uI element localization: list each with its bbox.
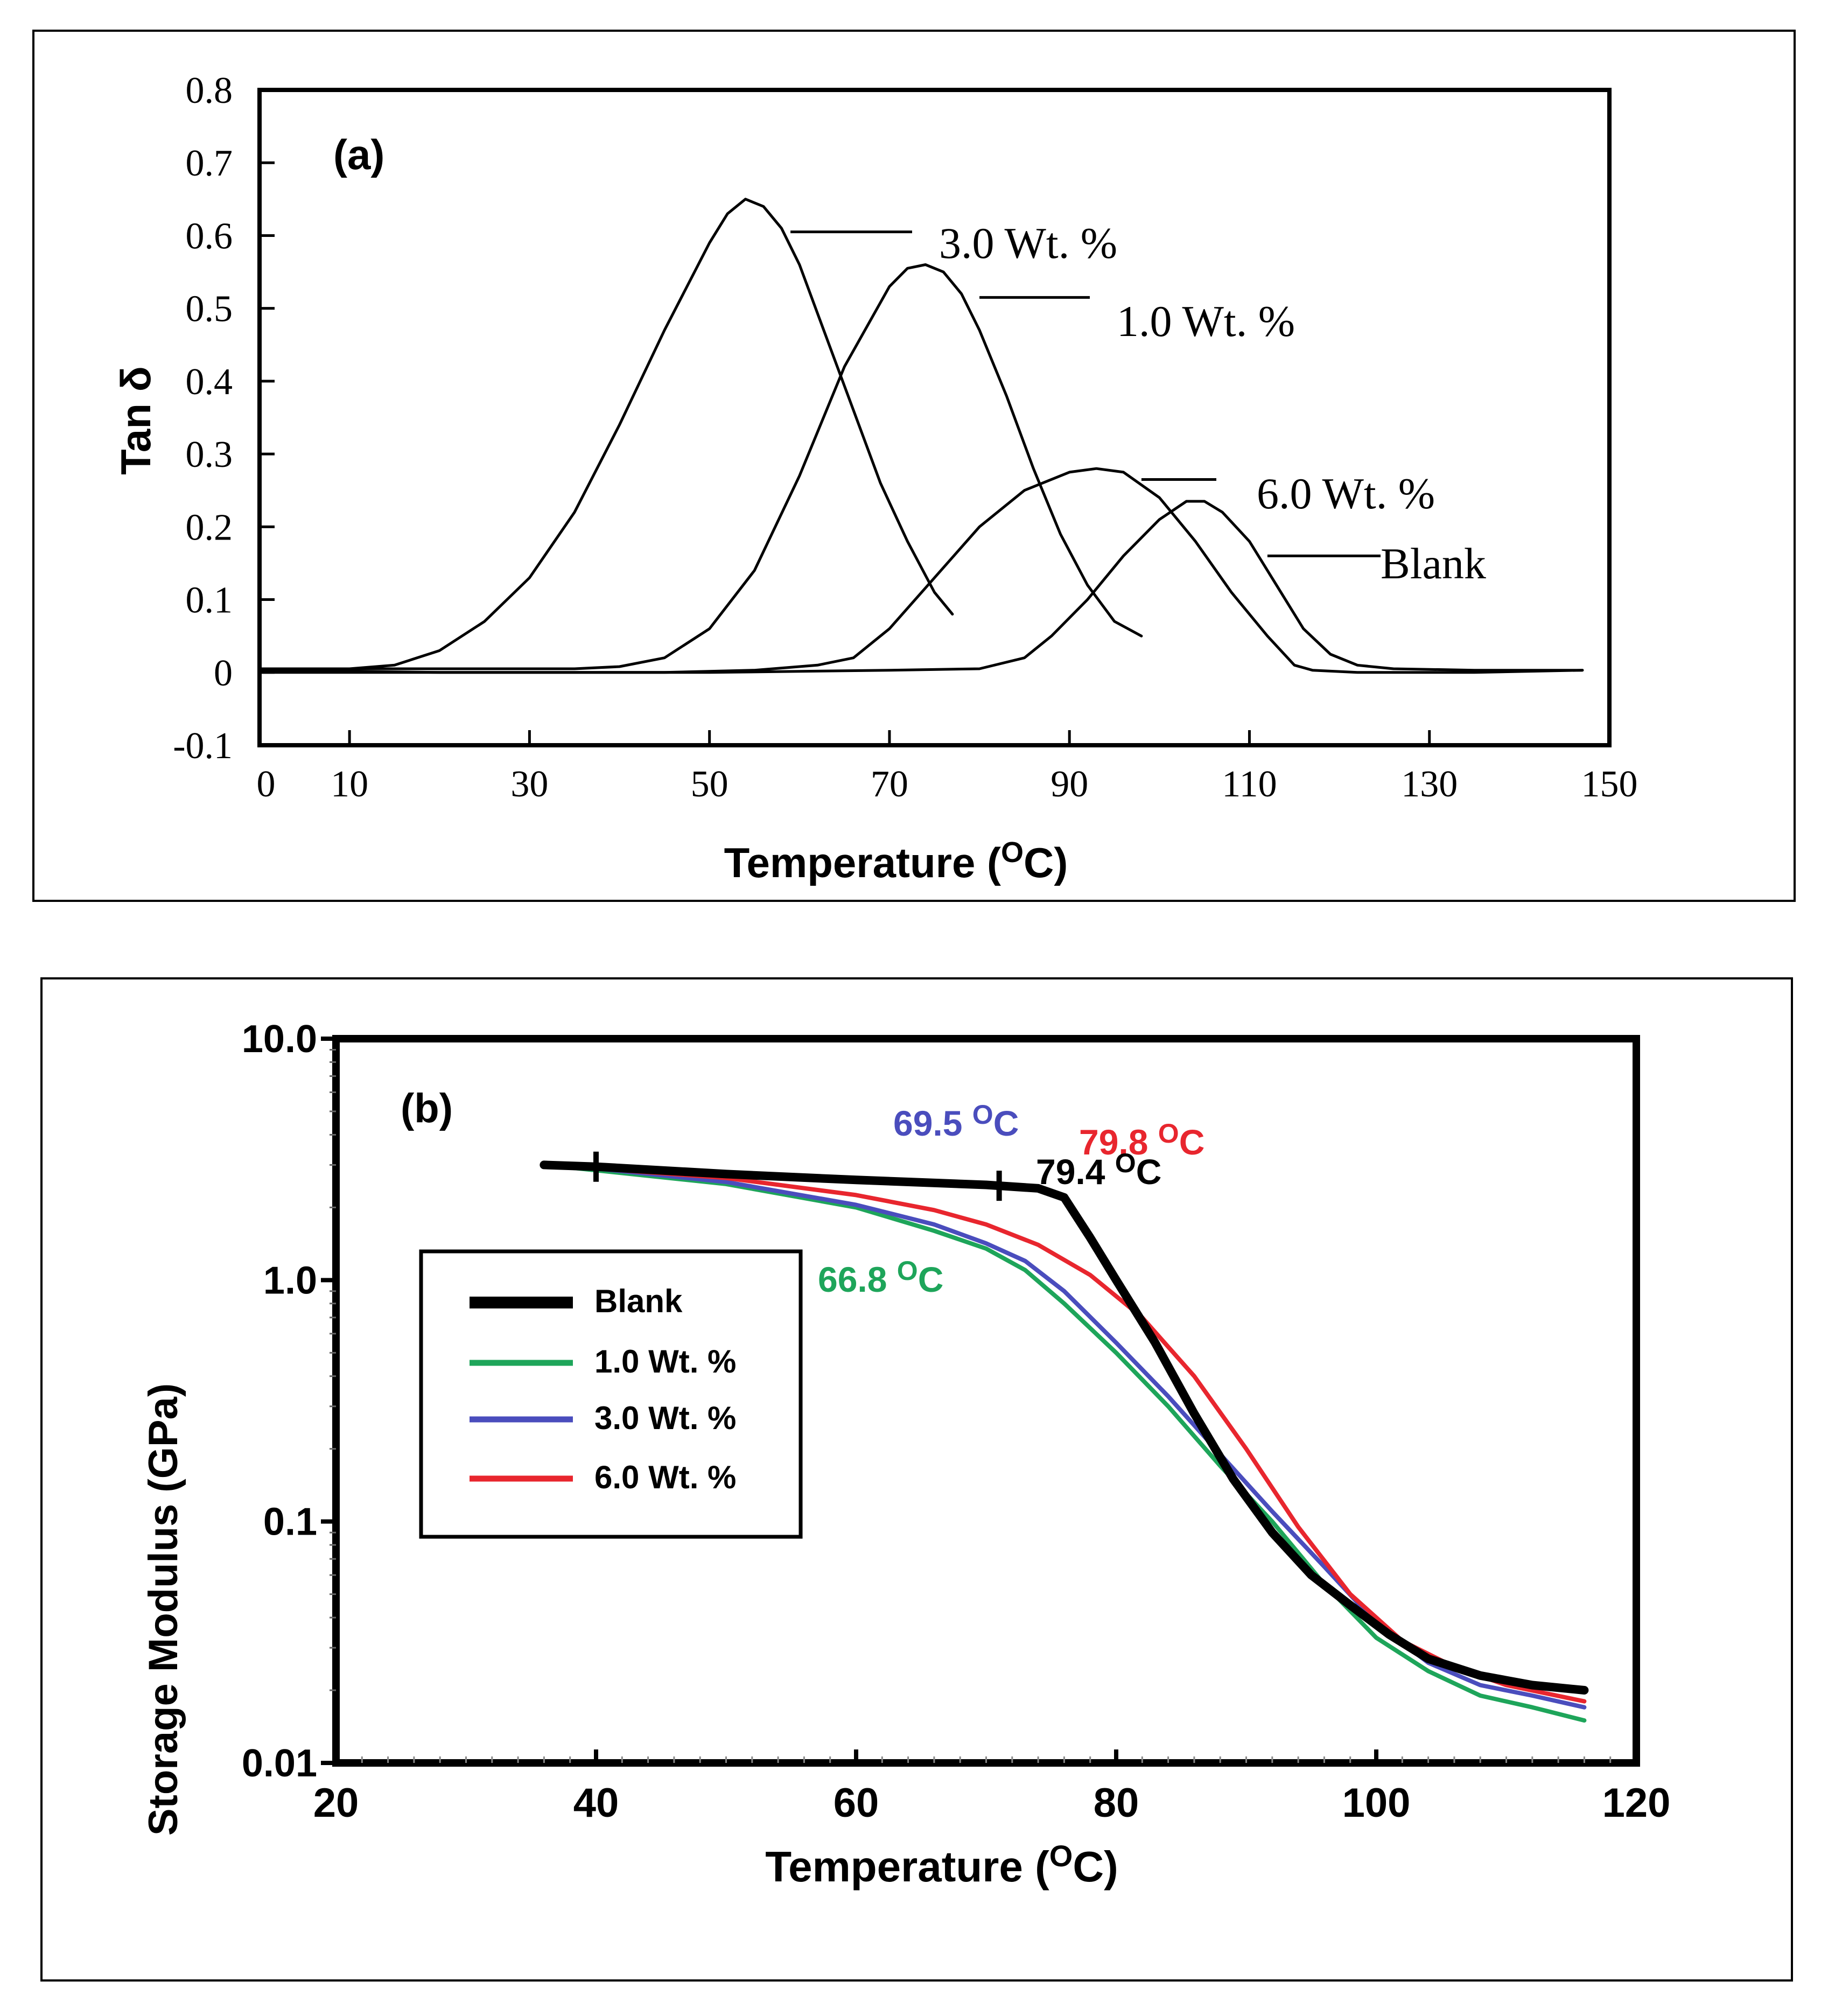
legend-label: 3.0 Wt. % [594, 1400, 736, 1436]
y-tick-label: 0.1 [263, 1501, 317, 1544]
x-tick-label: 90 [1050, 764, 1088, 805]
chart-panel-b: 0.01 0.1 1.0 10.0 20 40 60 80 100 120 Storage Modu… [40, 977, 1793, 1982]
series-line [258, 198, 954, 670]
y-tick-label: 0.5 [186, 289, 233, 330]
x-tick-label: 30 [510, 764, 548, 805]
series-line [348, 263, 1143, 670]
y-tick-label: 0.7 [186, 143, 233, 184]
x-tick-label: 50 [691, 764, 729, 805]
temperature-annotation: 79.4 OC [1036, 1148, 1161, 1192]
storage-modulus-chart: 0.01 0.1 1.0 10.0 20 40 60 80 100 120 Storage Modu… [141, 1018, 1671, 1891]
legend-label: 1.0 Wt. % [594, 1343, 736, 1380]
series-line [542, 1163, 1587, 1710]
x-tick-label: 40 [573, 1780, 619, 1826]
chart-panel-a: -0.1 0 0.1 0.2 0.3 0.4 0.5 0.6 0.7 0.8 0 10 30 50 70 90… [32, 30, 1796, 902]
y-tick-label: 0.8 [186, 70, 233, 111]
y-tick-label: 0.1 [186, 580, 233, 621]
tan-delta-chart: -0.1 0 0.1 0.2 0.3 0.4 0.5 0.6 0.7 0.8 0 10 30 50 70 90… [112, 70, 1638, 886]
y-tick-label: 0.2 [186, 507, 233, 548]
y-tick-label: -0.1 [173, 725, 233, 767]
series-line [542, 1163, 1587, 1723]
y-axis-label: Tan δ [112, 366, 159, 475]
x-tick-label: 110 [1222, 764, 1277, 805]
x-tick-label: 70 [871, 764, 908, 805]
y-tick-label: 0 [214, 653, 233, 694]
x-tick-label: 10 [331, 764, 368, 805]
temperature-annotation: 69.5 OC [893, 1100, 1019, 1143]
x-tick-label: 20 [313, 1780, 359, 1826]
legend-label: Blank [594, 1283, 683, 1319]
x-tick-label: 60 [834, 1780, 879, 1826]
series-annotation: 3.0 Wt. % [939, 219, 1117, 268]
x-tick-label: 80 [1094, 1780, 1139, 1826]
x-tick-label: 0 [257, 764, 276, 805]
legend-label: 6.0 Wt. % [594, 1459, 736, 1495]
panel-label: (b) [401, 1086, 453, 1131]
temperature-annotation: 79.8 OC [1079, 1118, 1204, 1162]
temperature-annotation: 66.8 OC [818, 1256, 943, 1299]
series-line [540, 1160, 1589, 1695]
x-tick-label: 120 [1602, 1780, 1671, 1826]
y-tick-label: 0.6 [186, 215, 233, 257]
series-annotation: 6.0 Wt. % [1257, 469, 1435, 518]
plot-frame [257, 88, 1612, 747]
x-tick-label: 100 [1342, 1780, 1411, 1826]
y-tick-label: 1.0 [263, 1259, 317, 1302]
x-tick-label: 130 [1401, 764, 1458, 805]
series-annotation: 1.0 Wt. % [1117, 297, 1295, 346]
panel-label: (a) [333, 131, 384, 178]
y-tick-label: 0.01 [242, 1742, 317, 1785]
x-tick-label: 150 [1581, 764, 1638, 805]
series-line [258, 500, 1584, 674]
y-tick-label: 10.0 [242, 1018, 317, 1061]
x-axis-label: Temperature (OC) [724, 836, 1068, 886]
y-tick-label: 0.4 [186, 361, 233, 403]
series-line [258, 467, 1584, 674]
y-tick-label: 0.3 [186, 434, 233, 475]
y-axis-label: Storage Modulus (GPa) [141, 1383, 186, 1836]
series-annotation: Blank [1381, 539, 1486, 588]
x-axis-label: Temperature (OC) [765, 1839, 1118, 1891]
